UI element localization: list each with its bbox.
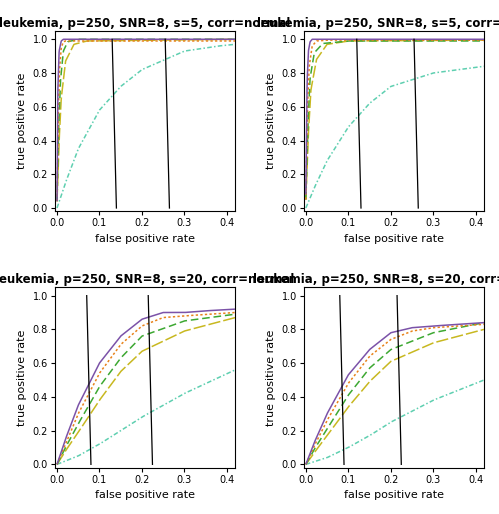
X-axis label: false positive rate: false positive rate — [95, 490, 195, 500]
X-axis label: false positive rate: false positive rate — [344, 490, 444, 500]
Y-axis label: true positive rate: true positive rate — [266, 73, 276, 169]
Title: leukemia, p=250, SNR=8, s=5, corr=high: leukemia, p=250, SNR=8, s=5, corr=high — [257, 16, 499, 30]
Title: leukemia, p=250, SNR=8, s=20, corr=high: leukemia, p=250, SNR=8, s=20, corr=high — [253, 273, 499, 286]
X-axis label: false positive rate: false positive rate — [95, 234, 195, 244]
Title: leukemia, p=250, SNR=8, s=20, corr=normal: leukemia, p=250, SNR=8, s=20, corr=norma… — [0, 273, 295, 286]
X-axis label: false positive rate: false positive rate — [344, 234, 444, 244]
Y-axis label: true positive rate: true positive rate — [266, 329, 276, 426]
Title: leukemia, p=250, SNR=8, s=5, corr=normal: leukemia, p=250, SNR=8, s=5, corr=normal — [0, 16, 291, 30]
Y-axis label: true positive rate: true positive rate — [17, 329, 27, 426]
Y-axis label: true positive rate: true positive rate — [17, 73, 27, 169]
